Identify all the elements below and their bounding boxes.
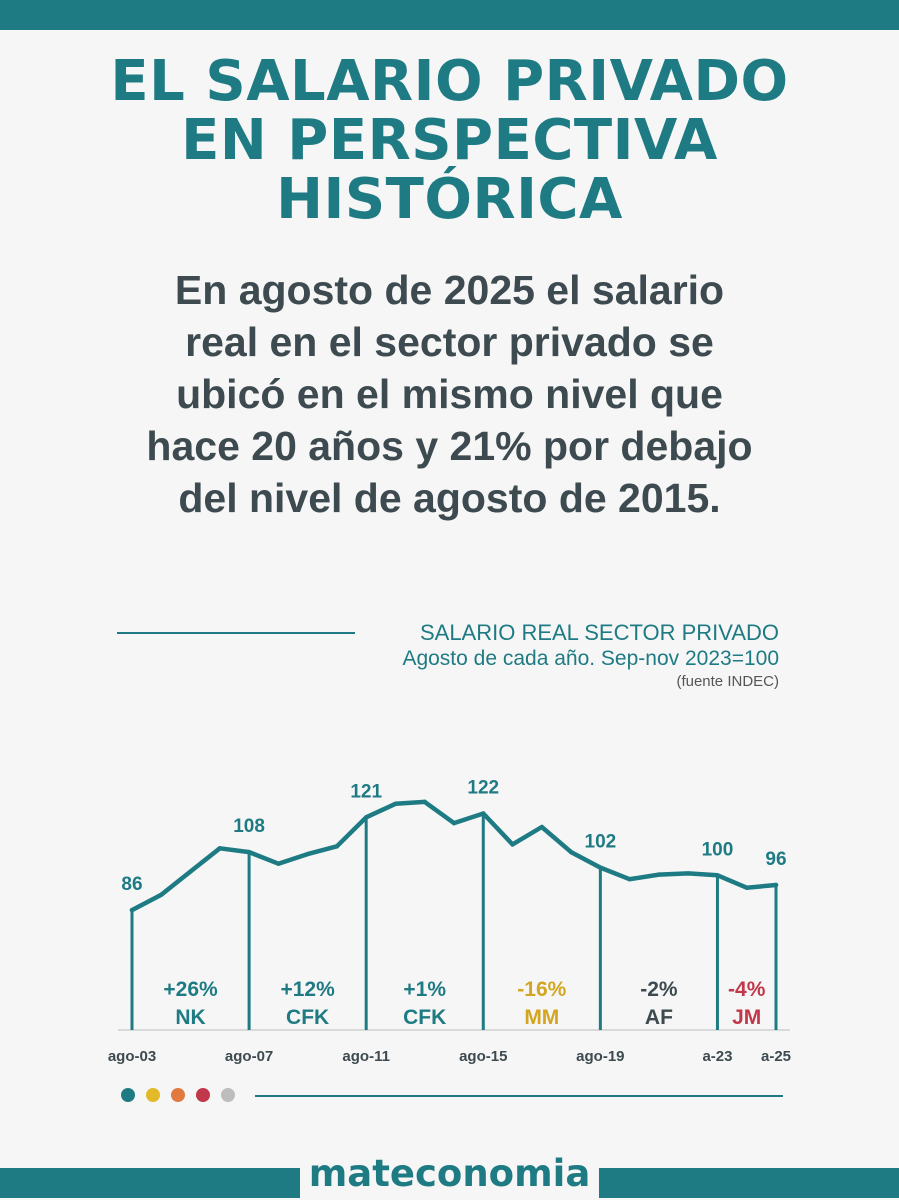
subtitle-line-5: del nivel de agosto de 2015. [178, 475, 721, 521]
period-change-3: -16% [517, 978, 566, 1001]
x-tick-label-2023: a-23 [702, 1048, 732, 1065]
chart-title: SALARIO REAL SECTOR PRIVADO [419, 620, 779, 645]
data-point-2021 [656, 872, 662, 877]
data-point-2007 [246, 849, 252, 855]
period-name-1: CFK [286, 1006, 329, 1029]
title-line-1: EL SALARIO PRIVADO [110, 49, 789, 114]
x-tick-label-2015: ago-15 [459, 1048, 507, 1065]
data-point-2010 [334, 844, 340, 849]
page-title: EL SALARIO PRIVADO EN PERSPECTIVA HISTÓR… [0, 52, 899, 229]
data-point-2018 [568, 849, 574, 855]
series-line [129, 799, 779, 913]
data-point-2014 [451, 820, 457, 826]
legend-dot-red [196, 1088, 210, 1102]
subtitle-line-4: hace 20 años y 21% por debajo [146, 423, 753, 469]
period-change-4: -2% [640, 978, 678, 1001]
data-point-2020 [627, 877, 632, 882]
data-point-2009 [305, 851, 310, 857]
x-tick-label-2003: ago-03 [108, 1048, 156, 1065]
period-name-3: MM [524, 1006, 559, 1029]
x-tick-label-2025: a-25 [761, 1048, 791, 1065]
period-name-4: AF [645, 1006, 673, 1029]
footer-bar-right [599, 1168, 899, 1198]
data-point-2023 [715, 873, 720, 878]
data-point-2024 [744, 885, 749, 890]
value-label-2011: 121 [350, 781, 382, 802]
x-tick-label-2007: ago-07 [225, 1048, 273, 1065]
top-bar [0, 0, 899, 30]
period-change-5: -4% [728, 978, 766, 1001]
data-point-2013 [422, 799, 427, 805]
data-point-2016 [510, 842, 515, 847]
data-point-2008 [276, 861, 281, 866]
period-name-2: CFK [403, 1006, 446, 1029]
period-name-0: NK [175, 1006, 205, 1029]
value-label-2007: 108 [233, 816, 265, 837]
value-label-2023: 100 [702, 839, 734, 860]
x-tick-label-2011: ago-11 [342, 1048, 390, 1065]
value-label-2015: 122 [467, 777, 499, 798]
dots-rule [255, 1095, 783, 1097]
chart-source: (fuente INDEC) [676, 673, 779, 690]
legend-dot-teal [121, 1088, 135, 1102]
period-name-5: JM [732, 1006, 761, 1029]
x-tick-label-2019: ago-19 [576, 1048, 624, 1065]
footer-bar-left [0, 1168, 300, 1198]
data-point-2025 [773, 882, 779, 888]
value-label-2025: 96 [765, 849, 786, 870]
data-point-2019 [598, 865, 603, 870]
legend-dot-yellow [146, 1088, 160, 1102]
subtitle-line-1: En agosto de 2025 el salario [174, 267, 725, 313]
period-change-2: +1% [403, 978, 446, 1001]
page-subtitle: En agosto de 2025 el salario real en el … [60, 264, 839, 524]
data-point-2012 [393, 801, 398, 806]
salary-line-chart: 86 108 121 122 102 100 96 ago-03 ago-07 ago-11 ago… [108, 777, 791, 1065]
legend-dot-orange [171, 1088, 185, 1102]
value-label-2019: 102 [585, 832, 617, 853]
data-point-2004 [159, 892, 164, 897]
data-point-2011 [363, 815, 369, 820]
period-change-1: +12% [280, 978, 335, 1001]
legend-dot-grey [221, 1088, 235, 1102]
data-point-2003 [129, 907, 135, 913]
chart-subtitle: Agosto de cada año. Sep-nov 2023=100 [402, 647, 779, 670]
value-label-2003: 86 [121, 874, 142, 895]
subtitle-line-3: ubicó en el mismo nivel que [176, 371, 723, 417]
data-point-2022 [685, 871, 691, 876]
title-line-2: EN PERSPECTIVA [181, 108, 718, 173]
data-point-2006 [217, 846, 223, 851]
subtitle-line-2: real en el sector privado se [185, 319, 714, 365]
data-point-2015 [481, 811, 486, 816]
period-change-0: +26% [163, 978, 218, 1001]
chart-title-rule [117, 632, 355, 634]
brand-logo: mateconomia [308, 1152, 591, 1195]
title-line-3: HISTÓRICA [276, 167, 623, 232]
data-point-2005 [188, 869, 193, 874]
data-point-2017 [539, 824, 545, 830]
